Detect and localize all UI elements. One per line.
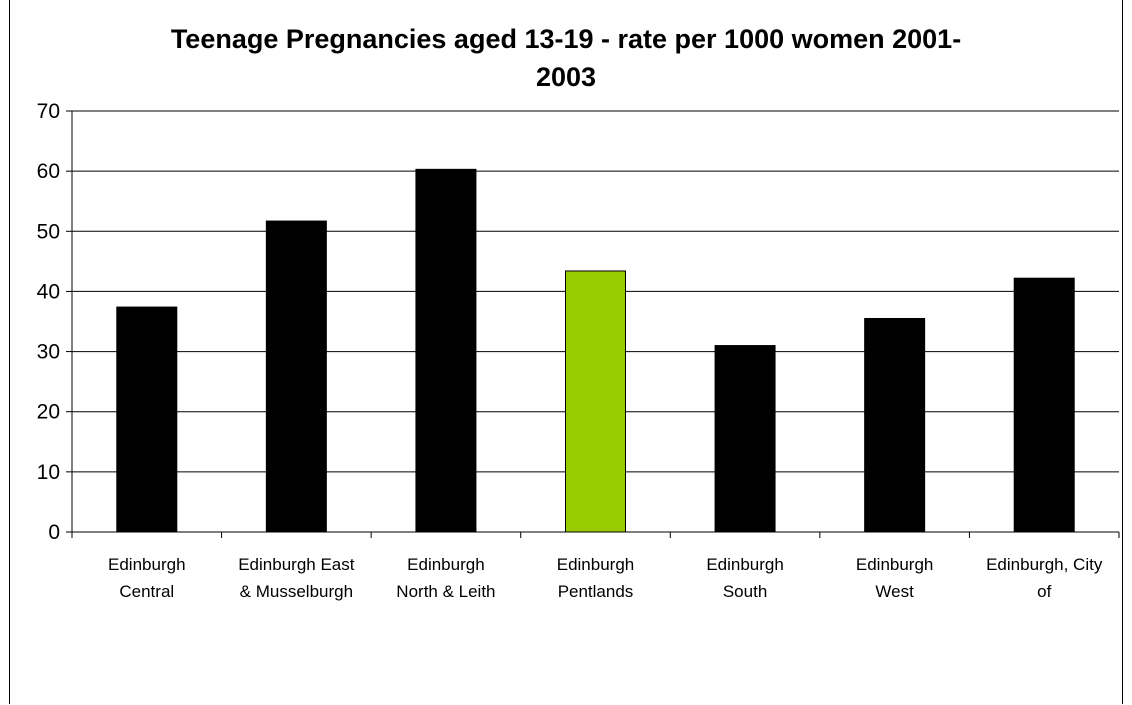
x-category-label: Central bbox=[119, 582, 174, 601]
x-category-label: Edinburgh bbox=[108, 555, 186, 574]
y-tick-label: 70 bbox=[37, 100, 60, 123]
x-category-label: Edinburgh bbox=[706, 555, 784, 574]
bar-7 bbox=[1013, 277, 1075, 533]
x-category-label: Edinburgh bbox=[407, 555, 485, 574]
bar-2 bbox=[265, 220, 327, 533]
bar-1 bbox=[116, 306, 178, 533]
y-tick-label: 20 bbox=[37, 401, 60, 424]
y-tick-label: 60 bbox=[37, 160, 60, 183]
x-category-label: Edinburgh bbox=[557, 555, 635, 574]
chart-title-line-1: Teenage Pregnancies aged 13-19 - rate pe… bbox=[170, 24, 962, 54]
x-category-label: & Musselburgh bbox=[240, 582, 353, 601]
chart-frame bbox=[9, 0, 1123, 704]
y-tick-label: 0 bbox=[48, 521, 60, 544]
x-category-label: Pentlands bbox=[558, 582, 634, 601]
bar-4 bbox=[565, 270, 626, 533]
y-tick-label: 40 bbox=[37, 280, 60, 303]
bar-5 bbox=[714, 345, 776, 533]
y-tick-label: 10 bbox=[37, 461, 60, 484]
x-category-label: Edinburgh, City bbox=[986, 555, 1103, 574]
bar-6 bbox=[864, 317, 926, 533]
x-category-label: Edinburgh bbox=[856, 555, 934, 574]
x-category-label: West bbox=[875, 582, 914, 601]
x-category-label: of bbox=[1037, 582, 1051, 601]
x-category-label: North & Leith bbox=[396, 582, 495, 601]
chart-title: Teenage Pregnancies aged 13-19 - rate pe… bbox=[0, 20, 1132, 96]
x-category-label: Edinburgh East bbox=[238, 555, 355, 574]
y-tick-label: 50 bbox=[37, 220, 60, 243]
x-category-label: South bbox=[723, 582, 767, 601]
bar-3 bbox=[415, 168, 477, 533]
y-tick-label: 30 bbox=[37, 341, 60, 364]
chart-title-line-2: 2003 bbox=[535, 62, 597, 92]
